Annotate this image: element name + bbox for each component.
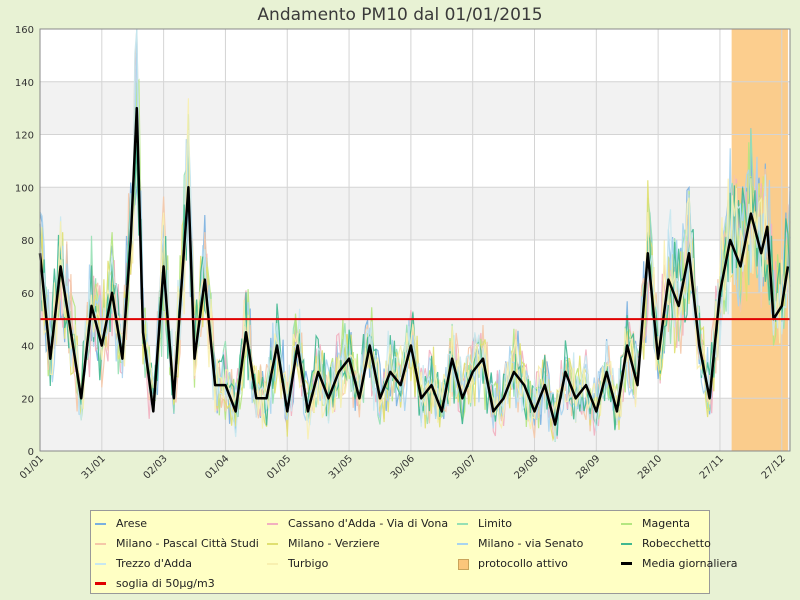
legend-label: Magenta — [642, 517, 691, 530]
legend-swatch — [95, 563, 106, 565]
grid-band — [40, 187, 790, 240]
x-tick-label: 29/08 — [512, 453, 540, 481]
legend-label: soglia di 50µg/m3 — [116, 577, 215, 590]
y-tick-label: 60 — [21, 289, 34, 300]
legend-label: Trezzo d'Adda — [116, 557, 192, 570]
x-tick-label: 27/12 — [760, 453, 788, 481]
legend-swatch — [457, 523, 468, 525]
station-line-turbigo — [39, 98, 791, 440]
legend-swatch — [621, 543, 632, 545]
y-tick-label: 40 — [21, 342, 34, 353]
legend-swatch — [621, 562, 632, 565]
legend-label: Robecchetto — [642, 537, 711, 550]
legend-label: Arese — [116, 517, 148, 530]
x-tick-label: 31/05 — [327, 453, 355, 481]
x-tick-label: 01/05 — [265, 453, 293, 481]
y-tick-label: 120 — [15, 131, 34, 142]
legend-label: Media giornaliera — [642, 557, 738, 570]
x-tick-label: 30/06 — [389, 453, 417, 481]
legend-label: Milano - Pascal Città Studi — [116, 537, 259, 550]
x-tick-label: 30/07 — [451, 453, 479, 481]
legend-swatch-box — [458, 559, 469, 570]
legend-label: Milano - Verziere — [288, 537, 380, 550]
legend-label: Limito — [478, 517, 512, 530]
legend-swatch — [95, 543, 106, 545]
y-tick-label: 100 — [15, 183, 34, 194]
x-tick-label: 28/10 — [636, 453, 664, 481]
x-tick-label: 31/01 — [80, 453, 108, 481]
legend-swatch — [267, 543, 278, 545]
x-tick-label: 28/09 — [574, 453, 602, 481]
legend-label: Milano - via Senato — [478, 537, 584, 550]
chart-title: Andamento PM10 dal 01/01/2015 — [257, 5, 542, 25]
y-tick-label: 80 — [21, 236, 34, 247]
legend-swatch — [457, 543, 468, 545]
legend-swatch — [267, 523, 278, 525]
legend-label: Turbigo — [288, 557, 329, 570]
legend: Arese Cassano d'Adda - Via di Vona Limito M… — [90, 510, 738, 594]
grid-band — [40, 398, 790, 451]
legend-label: protocollo attivo — [478, 557, 568, 570]
legend-swatch — [267, 563, 278, 565]
x-tick-label: 27/11 — [698, 453, 726, 481]
y-tick-label: 160 — [15, 25, 34, 36]
mean-series-group — [38, 106, 790, 426]
y-tick-label: 0 — [28, 447, 34, 458]
legend-swatch — [621, 523, 632, 525]
legend-label: Cassano d'Adda - Via di Vona — [288, 517, 449, 530]
y-tick-label: 20 — [21, 394, 34, 405]
mean-line — [38, 106, 790, 426]
x-tick-label: 01/04 — [203, 453, 231, 481]
x-tick-label: 02/03 — [142, 453, 170, 481]
plot-frame — [39, 28, 791, 452]
y-tick-label: 140 — [15, 78, 34, 89]
legend-swatch — [95, 523, 106, 525]
grid-band — [40, 81, 790, 135]
legend-swatch — [95, 582, 106, 585]
